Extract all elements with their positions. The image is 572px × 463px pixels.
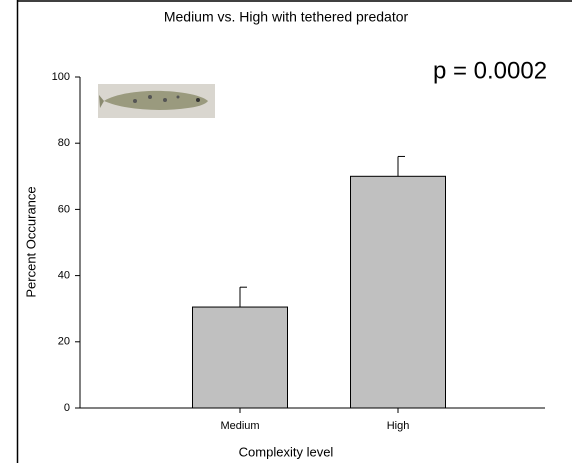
y-tick-label: 100 <box>52 71 70 83</box>
bar <box>350 175 446 409</box>
chart-title: Medium vs. High with tethered predator <box>164 9 409 25</box>
y-axis-label: Percent Occurance <box>23 186 38 297</box>
y-tick-label: 80 <box>58 137 70 149</box>
annotation: p = 0.0002 <box>433 57 547 84</box>
y-tick-label: 20 <box>58 336 70 348</box>
x-axis-label: Complexity level <box>239 444 334 459</box>
y-tick-label: 60 <box>58 203 70 215</box>
y-tick-label: 0 <box>64 402 70 414</box>
bar <box>192 306 288 409</box>
x-tick-label: Medium <box>220 420 259 432</box>
error-bar <box>239 286 247 308</box>
fish-photo <box>98 84 215 118</box>
x-tick-label: High <box>387 420 410 432</box>
y-tick-label: 40 <box>58 270 70 282</box>
error-bar <box>397 155 405 177</box>
